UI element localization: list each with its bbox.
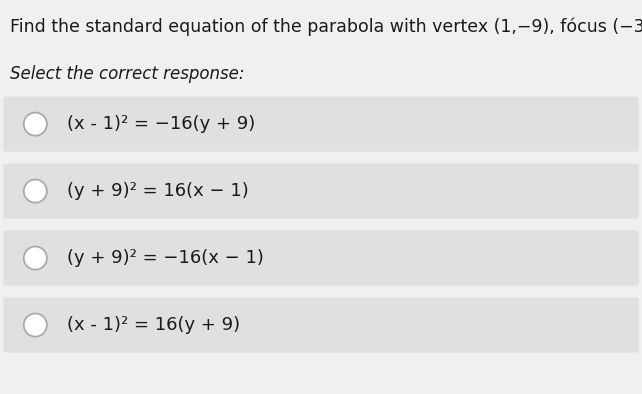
FancyBboxPatch shape: [3, 297, 639, 353]
FancyBboxPatch shape: [3, 164, 639, 219]
Text: (x - 1)² = 16(y + 9): (x - 1)² = 16(y + 9): [67, 316, 241, 334]
Ellipse shape: [24, 247, 47, 269]
FancyBboxPatch shape: [3, 230, 639, 286]
Text: Select the correct response:: Select the correct response:: [10, 65, 244, 83]
Text: (y + 9)² = −16(x − 1): (y + 9)² = −16(x − 1): [67, 249, 265, 267]
Text: Find the standard equation of the parabola with vertex (1,−9), fócus (−3,−9): Find the standard equation of the parabo…: [10, 18, 642, 36]
Ellipse shape: [24, 314, 47, 336]
Text: (x - 1)² = −16(y + 9): (x - 1)² = −16(y + 9): [67, 115, 256, 133]
Ellipse shape: [24, 180, 47, 203]
FancyBboxPatch shape: [3, 97, 639, 152]
Text: (y + 9)² = 16(x − 1): (y + 9)² = 16(x − 1): [67, 182, 249, 200]
Ellipse shape: [24, 113, 47, 136]
